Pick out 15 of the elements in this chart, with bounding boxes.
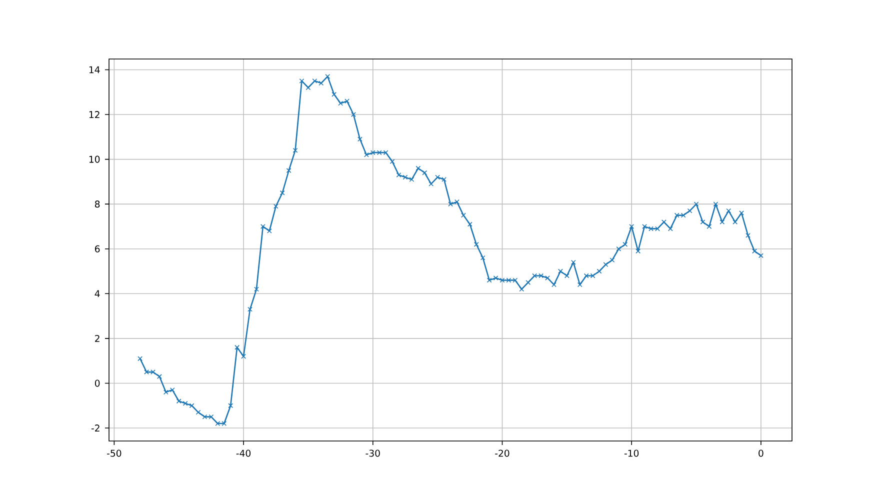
x-tick-label: -30 bbox=[366, 450, 380, 457]
y-tick-label: 4 bbox=[94, 290, 100, 298]
x-tick-label: -20 bbox=[495, 450, 510, 457]
y-tick-label: 8 bbox=[94, 200, 100, 208]
y-tick-label: 2 bbox=[95, 334, 100, 342]
x-tick-label: -10 bbox=[624, 450, 639, 457]
y-tick-label: -2 bbox=[91, 424, 100, 432]
y-tick-label: 10 bbox=[89, 156, 100, 163]
x-tick-label: -50 bbox=[107, 450, 122, 457]
y-tick-label: 14 bbox=[89, 66, 100, 74]
y-tick-label: 6 bbox=[95, 245, 100, 252]
x-tick-label: 0 bbox=[758, 450, 764, 457]
y-tick-label: 0 bbox=[94, 380, 100, 387]
y-tick-label: 12 bbox=[89, 111, 100, 118]
x-tick-label: -40 bbox=[236, 450, 251, 457]
